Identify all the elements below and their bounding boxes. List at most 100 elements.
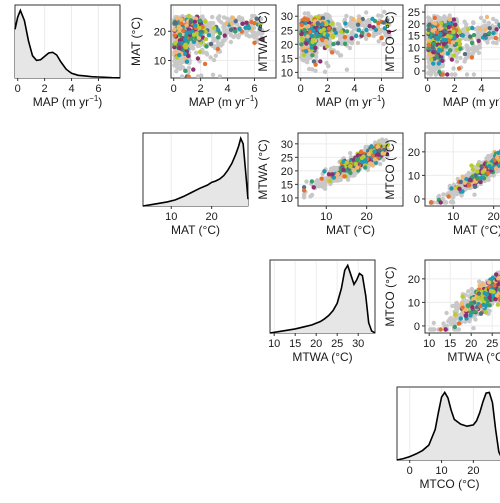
point-highlight — [229, 20, 234, 26]
point-highlight — [456, 66, 462, 71]
point-highlight — [324, 44, 330, 49]
point-highlight — [457, 38, 462, 43]
point-highlight — [353, 161, 358, 167]
tick-label-y: 20 — [281, 39, 293, 51]
tick-label-x: 20 — [206, 211, 218, 223]
point-highlight — [230, 15, 236, 21]
point-highlight — [373, 160, 378, 165]
tick-label-y: 15 — [281, 179, 293, 191]
point-highlight — [497, 22, 500, 27]
point-highlight — [335, 41, 341, 46]
point-background — [465, 47, 470, 52]
point-highlight — [341, 167, 346, 173]
point-background — [304, 58, 309, 63]
point-highlight — [465, 27, 471, 32]
point-highlight — [309, 179, 315, 184]
point-background — [331, 165, 336, 170]
point-highlight — [487, 31, 492, 36]
point-background — [300, 57, 305, 62]
point-background — [301, 192, 307, 197]
point-highlight — [183, 42, 188, 47]
point-background — [471, 50, 476, 55]
point-background — [480, 24, 486, 29]
tick-label-x: 6 — [95, 83, 101, 95]
point-highlight — [311, 185, 316, 190]
tick-label-x: 2 — [42, 83, 48, 95]
point-highlight — [437, 69, 442, 75]
point-highlight — [457, 29, 462, 35]
point-highlight — [183, 68, 188, 74]
point-highlight — [385, 142, 391, 148]
point-highlight — [302, 27, 307, 33]
point-highlight — [342, 174, 347, 179]
point-highlight — [326, 172, 332, 177]
point-background — [210, 14, 215, 20]
point-background — [213, 53, 218, 58]
tick-label-y: 20 — [408, 19, 420, 31]
point-background — [209, 21, 215, 26]
point-highlight — [384, 18, 390, 23]
point-highlight — [342, 35, 348, 40]
point-background — [491, 16, 496, 22]
point-highlight — [192, 19, 197, 24]
point-highlight — [305, 34, 310, 39]
point-background — [339, 41, 344, 47]
point-background — [379, 137, 385, 142]
tick-label-x: 4 — [224, 83, 230, 95]
tick-label-y: 10 — [281, 193, 293, 205]
point-highlight — [449, 57, 455, 62]
point-highlight — [186, 74, 191, 78]
points — [301, 137, 391, 200]
point-highlight — [191, 39, 197, 44]
point-background — [219, 40, 225, 46]
point-highlight — [197, 49, 203, 55]
tick-label-y: 10 — [408, 42, 420, 54]
point-highlight — [244, 20, 249, 25]
point-highlight — [320, 22, 325, 27]
point-highlight — [451, 17, 457, 22]
point-background — [449, 72, 455, 77]
point-highlight — [304, 49, 309, 54]
point-highlight — [177, 32, 183, 37]
point-background — [347, 45, 353, 51]
point-highlight — [482, 33, 488, 38]
point-background — [326, 63, 331, 69]
point-background — [179, 64, 184, 70]
point-highlight — [188, 19, 193, 25]
point-highlight — [324, 21, 329, 27]
point-highlight — [320, 37, 325, 43]
tick-label-y: 10 — [154, 55, 166, 67]
point-background — [465, 54, 471, 59]
point-background — [258, 16, 264, 22]
point-highlight — [194, 31, 199, 36]
tick-label-y: 20 — [154, 26, 166, 38]
density-line — [14, 8, 121, 79]
point-background — [309, 67, 315, 72]
point-background — [324, 60, 329, 66]
point-background — [174, 69, 179, 74]
point-highlight — [344, 29, 350, 34]
tick-label-x: 20 — [361, 211, 373, 223]
point-background — [471, 20, 476, 26]
point-background — [451, 66, 456, 71]
point-background — [430, 66, 435, 71]
point-highlight — [433, 21, 438, 26]
point-highlight — [451, 29, 456, 35]
axis-label-x: MAP (m yr−1) — [33, 94, 103, 109]
point-highlight — [438, 21, 444, 26]
point-highlight — [438, 25, 443, 30]
point-highlight — [301, 185, 307, 190]
point-background — [309, 192, 315, 198]
point-highlight — [452, 36, 457, 41]
point-background — [219, 20, 224, 25]
point-background — [348, 151, 353, 156]
point-background — [211, 57, 217, 63]
point-highlight — [316, 14, 321, 20]
point-highlight — [469, 40, 475, 46]
point-highlight — [305, 17, 310, 22]
point-highlight — [215, 35, 221, 40]
point-highlight — [327, 26, 332, 31]
point-highlight — [427, 22, 432, 27]
point-background — [228, 39, 234, 45]
